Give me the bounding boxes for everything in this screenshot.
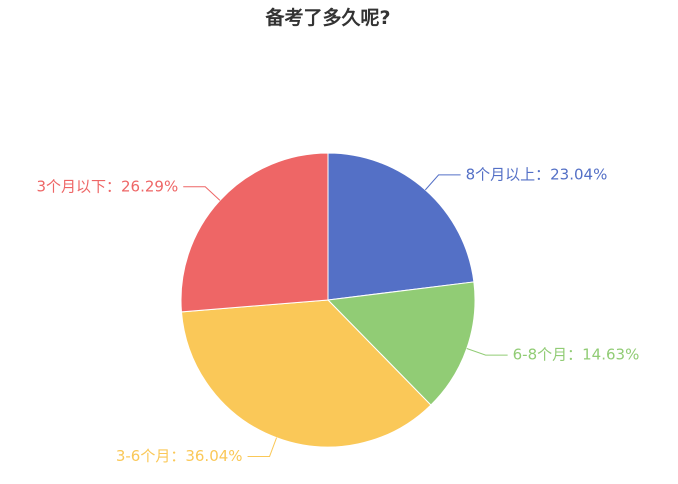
chart-title: 备考了多久呢? (264, 6, 390, 29)
pie-slice[interactable] (180, 299, 432, 448)
leader-line (247, 437, 278, 457)
leader-line (183, 186, 221, 201)
slice-label: 8个月以上：23.04% (466, 165, 608, 183)
pie-slices (180, 152, 476, 448)
slice-labels: 8个月以上：23.04% 6-8个月：14.63% 3-6个月：36.04% 3个月以… (36, 165, 639, 465)
leader-lines (183, 174, 508, 457)
pie-slice[interactable] (180, 152, 329, 313)
slice-label: 3个月以下：26.29% (36, 177, 178, 195)
leader-line (424, 174, 461, 191)
slice-label: 3-6个月：36.04% (116, 447, 243, 465)
slice-label: 6-8个月：14.63% (513, 346, 640, 364)
leader-line (466, 348, 508, 356)
